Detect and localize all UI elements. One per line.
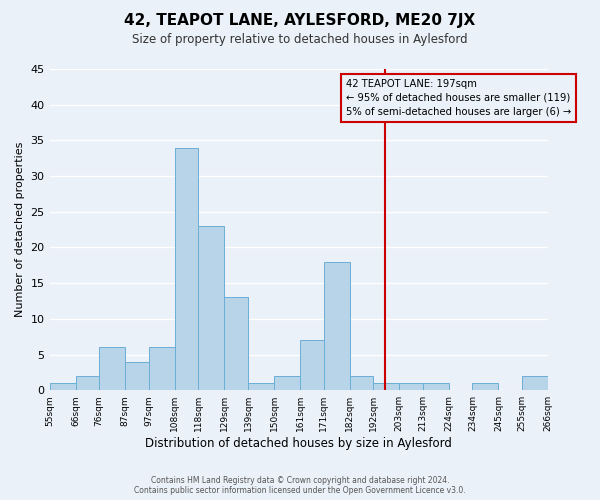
- Bar: [350, 376, 373, 390]
- Bar: [423, 383, 449, 390]
- Bar: [373, 383, 399, 390]
- Text: Contains HM Land Registry data © Crown copyright and database right 2024.
Contai: Contains HM Land Registry data © Crown c…: [134, 476, 466, 495]
- Bar: [323, 262, 350, 390]
- Bar: [522, 376, 548, 390]
- Text: 42, TEAPOT LANE, AYLESFORD, ME20 7JX: 42, TEAPOT LANE, AYLESFORD, ME20 7JX: [124, 12, 476, 28]
- Bar: [50, 383, 76, 390]
- Bar: [149, 348, 175, 390]
- Bar: [199, 226, 224, 390]
- Y-axis label: Number of detached properties: Number of detached properties: [15, 142, 25, 318]
- Bar: [224, 298, 248, 390]
- Text: Size of property relative to detached houses in Aylesford: Size of property relative to detached ho…: [132, 32, 468, 46]
- Bar: [248, 383, 274, 390]
- Bar: [175, 148, 199, 390]
- Bar: [99, 348, 125, 390]
- Bar: [300, 340, 323, 390]
- X-axis label: Distribution of detached houses by size in Aylesford: Distribution of detached houses by size …: [145, 437, 452, 450]
- Bar: [125, 362, 149, 390]
- Bar: [472, 383, 499, 390]
- Bar: [76, 376, 99, 390]
- Text: 42 TEAPOT LANE: 197sqm
← 95% of detached houses are smaller (119)
5% of semi-det: 42 TEAPOT LANE: 197sqm ← 95% of detached…: [346, 78, 571, 116]
- Bar: [399, 383, 423, 390]
- Bar: [274, 376, 300, 390]
